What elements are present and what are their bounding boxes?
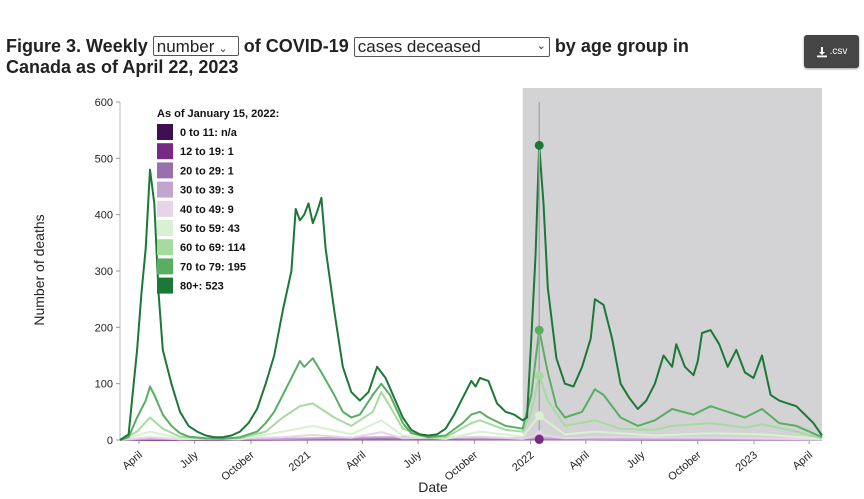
hover-point — [534, 371, 544, 381]
x-tick-label: October — [443, 449, 481, 484]
figure-title: Figure 3. Weekly number ⌄ of COVID-19 cas… — [6, 36, 706, 78]
x-tick-label: April — [344, 449, 369, 472]
x-tick-label: 2021 — [287, 449, 313, 474]
y-tick-label: 300 — [95, 266, 113, 278]
legend-label: 30 to 39: 3 — [180, 185, 234, 197]
download-icon — [816, 46, 827, 57]
legend-swatch — [157, 181, 173, 198]
download-csv-label: .csv — [829, 46, 848, 57]
legend-label: 0 to 11: n/a — [180, 127, 238, 139]
y-tick-label: 100 — [95, 379, 113, 391]
y-tick-label: 500 — [95, 153, 113, 165]
legend-swatch — [157, 143, 173, 160]
hover-point — [534, 434, 544, 444]
title-line2: Canada as of April 22, 2023 — [6, 57, 239, 77]
metric-select-value: number — [156, 37, 215, 56]
y-tick-label: 400 — [95, 210, 113, 222]
hover-point — [534, 411, 544, 421]
legend-label: 80+: 523 — [180, 281, 224, 293]
legend: As of January 15, 2022: 0 to 11: n/a 12 to… — [157, 108, 279, 294]
x-tick-label: 2022 — [510, 449, 536, 474]
chevron-down-icon: ⌄ — [536, 40, 546, 52]
y-tick-label: 200 — [95, 322, 113, 334]
y-tick-label: 0 — [107, 435, 113, 447]
series-layer — [119, 144, 823, 441]
series-line-50-to-59 — [119, 414, 823, 441]
hover-point — [534, 140, 544, 150]
legend-swatch — [157, 162, 173, 179]
x-tick-label: October — [666, 449, 704, 484]
legend-swatch — [157, 258, 173, 275]
hover-point — [534, 325, 544, 335]
chevron-down-icon: ⌄ — [218, 43, 228, 55]
series-line-70-to-79 — [119, 329, 823, 441]
x-tick-label: 2023 — [734, 449, 760, 474]
x-axis-label: Date — [418, 479, 448, 495]
legend-label: 12 to 19: 1 — [180, 146, 234, 158]
y-axis-label: Number of deaths — [31, 214, 47, 325]
legend-label: 50 to 59: 43 — [180, 223, 240, 235]
title-middle: of COVID-19 — [243, 36, 349, 56]
legend-swatch — [157, 200, 173, 217]
x-tick-label: April — [790, 449, 815, 472]
y-tick-label: 600 — [95, 97, 113, 109]
legend-label: 60 to 69: 114 — [180, 242, 246, 254]
x-tick-label: July — [401, 449, 424, 471]
legend-swatch — [157, 124, 173, 140]
x-tick-label: October — [219, 449, 257, 484]
hover-layer — [534, 102, 544, 444]
x-tick-label: July — [178, 449, 201, 471]
legend-label: 70 to 79: 195 — [180, 261, 246, 273]
series-line-80- — [119, 144, 823, 441]
x-tick-label: July — [625, 449, 648, 471]
shaded-region — [522, 88, 822, 440]
metric-select[interactable]: number ⌄ — [152, 36, 239, 56]
title-suffix: by age group in — [554, 36, 689, 56]
legend-title: As of January 15, 2022: — [157, 108, 279, 120]
legend-swatch — [157, 277, 173, 294]
legend-label: 40 to 49: 9 — [180, 204, 234, 216]
x-tick-label: April — [567, 449, 592, 472]
outcome-select[interactable]: cases deceased ⌄ — [353, 36, 550, 57]
title-prefix: Figure 3. Weekly — [6, 36, 148, 56]
shaded-region-layer — [522, 88, 822, 440]
legend-swatch — [157, 239, 173, 256]
outcome-select-value: cases deceased — [357, 37, 481, 56]
download-csv-button[interactable]: .csv — [804, 35, 859, 68]
x-tick-label: April — [120, 449, 145, 472]
legend-label: 20 to 29: 1 — [180, 165, 234, 177]
legend-swatch — [157, 220, 173, 236]
